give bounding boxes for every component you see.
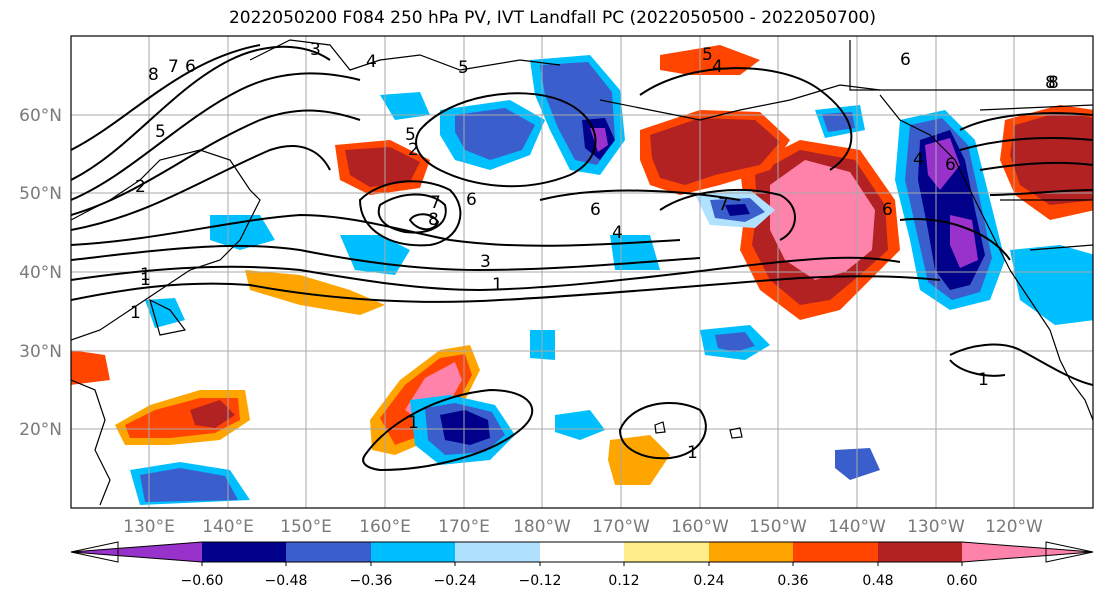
lon-label: 170°W (592, 517, 650, 537)
colorbar-segment (709, 542, 793, 562)
contour-label: 4 (913, 150, 924, 170)
lon-label: 140°W (828, 517, 886, 537)
figure-title: 2022050200 F084 250 hPa PV, IVT Landfall… (228, 8, 876, 28)
contour-labels: 3 4 5 5 4 6 8 8 7 6 5 5 2 1 1 2 7 6 8 6 … (130, 40, 1059, 463)
lat-label: 50°N (19, 184, 62, 204)
contour-label: 5 (405, 125, 416, 145)
contour-label: 2 (135, 177, 146, 197)
colorbar-segment (962, 542, 1093, 562)
contour-label: 7 (168, 57, 179, 77)
contour-label: 1 (130, 303, 141, 323)
colorbar-tick-label: −0.24 (434, 573, 477, 589)
contour-label: 6 (882, 200, 893, 220)
contour-label: 5 (702, 45, 713, 65)
colorbar-tick-label: 0.48 (862, 573, 893, 589)
contour-label: 1 (140, 270, 151, 290)
contour-label: 1 (408, 413, 419, 433)
contour-label: 8 (1045, 73, 1056, 93)
lat-label: 60°N (19, 106, 62, 126)
contour-label: 2 (408, 140, 419, 160)
colorbar-tick-label: 0.12 (608, 573, 639, 589)
contour-label: 1 (492, 275, 503, 295)
lon-label: 130°W (907, 517, 965, 537)
contour-label: 5 (458, 58, 469, 78)
contour-label: 6 (466, 190, 477, 210)
lon-label: 150°W (749, 517, 807, 537)
lon-label: 180°W (513, 517, 571, 537)
colorbar-segment (793, 542, 878, 562)
contour-label: 6 (945, 155, 956, 175)
contour-label: 6 (185, 57, 196, 77)
contour-label: 1 (978, 370, 989, 390)
contour-label: 6 (900, 50, 911, 70)
contour-label: 8 (148, 65, 159, 85)
contour-label: 8 (1048, 73, 1059, 93)
lat-label: 20°N (19, 420, 62, 440)
colorbar-tick-label: −0.12 (519, 573, 562, 589)
pv-contours (71, 44, 1093, 472)
contour-label: 7 (718, 195, 729, 215)
contour-label: 4 (712, 57, 723, 77)
contour-label: 3 (480, 252, 491, 272)
colorbar-tick-label: −0.60 (181, 573, 224, 589)
lon-label: 170°E (438, 517, 490, 537)
latitude-labels: 60°N 50°N 40°N 30°N 20°N (19, 106, 62, 440)
contour-label: 5 (155, 122, 166, 142)
lon-label: 160°W (671, 517, 729, 537)
colorbar-arrows (70, 541, 1094, 563)
colorbar-segment (71, 542, 202, 562)
map-panel: 3 4 5 5 4 6 8 8 7 6 5 5 2 1 1 2 7 6 8 6 … (71, 36, 1093, 508)
contour-label: 1 (687, 443, 698, 463)
colorbar-segment (878, 542, 962, 562)
contour-label: 3 (310, 40, 321, 60)
colorbar-segment (371, 542, 455, 562)
lon-label: 160°E (359, 517, 411, 537)
colorbar-segment (624, 542, 709, 562)
contour-label: 8 (428, 210, 439, 230)
contour-label: 1 (140, 265, 151, 285)
lon-label: 130°E (123, 517, 175, 537)
colorbar-segments (70, 541, 1094, 563)
contour-label: 7 (430, 193, 441, 213)
contour-label: 4 (612, 223, 623, 243)
colorbar: −0.60 −0.48 −0.36 −0.24 −0.12 0.12 0.24 … (70, 541, 1094, 589)
lon-label: 140°E (202, 517, 254, 537)
colorbar-tick-label: −0.48 (265, 573, 308, 589)
colorbar-tick-label: 0.24 (693, 573, 724, 589)
lon-label: 120°W (985, 517, 1043, 537)
lat-label: 30°N (19, 342, 62, 362)
colorbar-tick-label: −0.36 (350, 573, 393, 589)
colorbar-segment (540, 542, 624, 562)
contour-label: 4 (366, 52, 377, 72)
colorbar-tick-label: 0.36 (777, 573, 808, 589)
colorbar-segment (286, 542, 371, 562)
colorbar-segment (202, 542, 286, 562)
colorbar-ticks (201, 562, 963, 566)
longitude-labels: 130°E 140°E 150°E 160°E 170°E 180°W 170°… (123, 517, 1043, 537)
lon-label: 150°E (280, 517, 332, 537)
map-frame (70, 35, 1094, 509)
colorbar-tick-label: 0.60 (946, 573, 977, 589)
lat-label: 40°N (19, 263, 62, 283)
colorbar-segment (455, 542, 540, 562)
contour-label: 6 (590, 200, 601, 220)
